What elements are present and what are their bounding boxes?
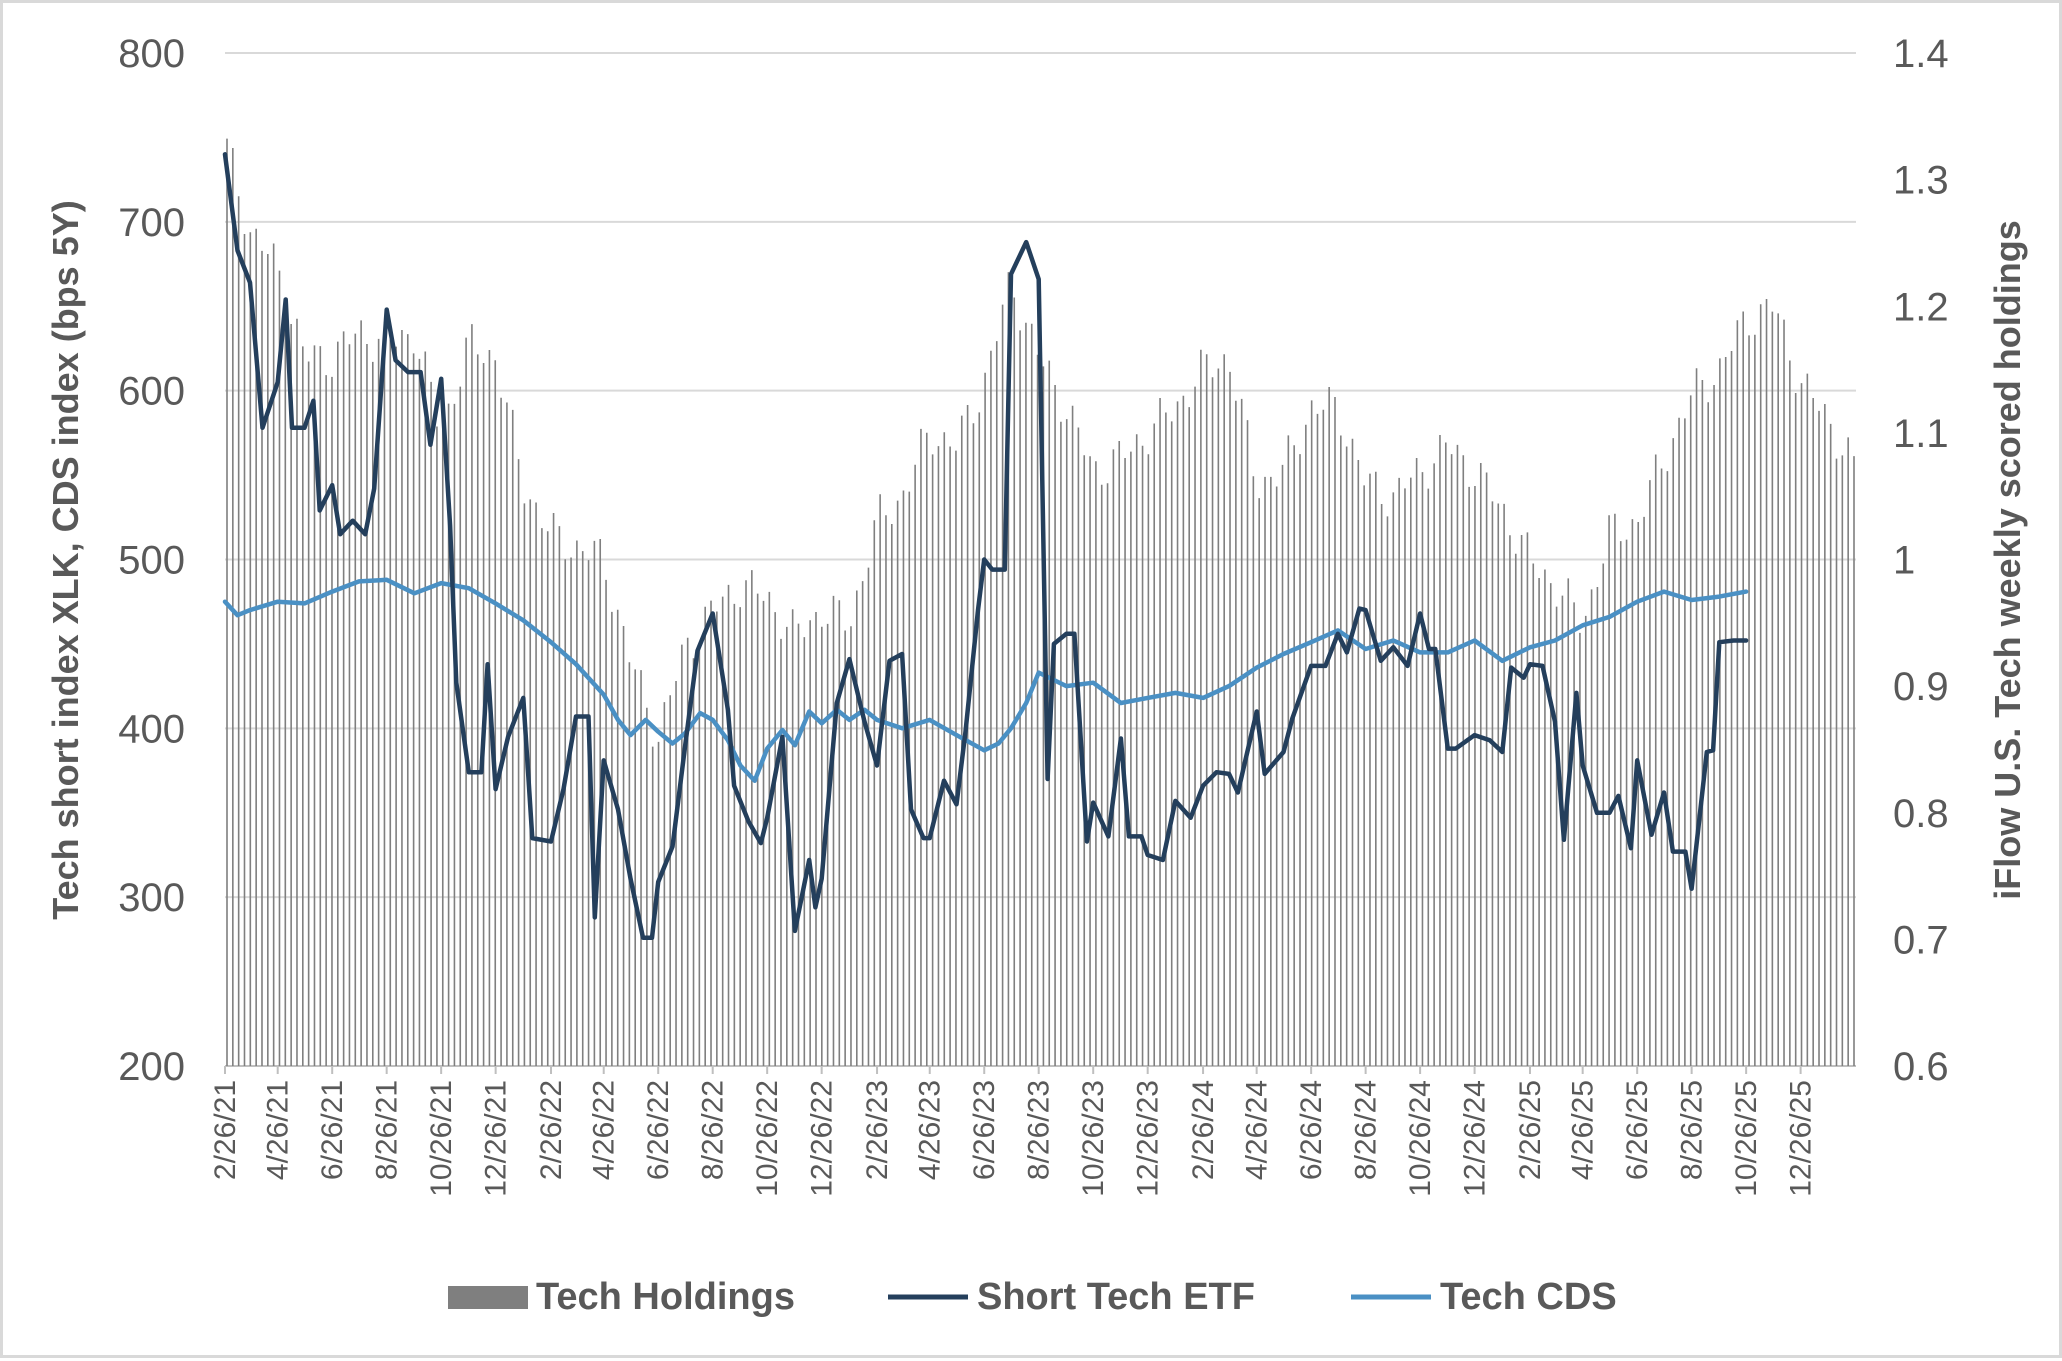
x-tick-label: 4/26/25 — [1567, 1080, 1600, 1180]
x-tick-label: 8/26/23 — [1023, 1080, 1056, 1180]
right-tick-label: 0.9 — [1893, 665, 1949, 709]
right-tick-label: 1.4 — [1893, 32, 1949, 76]
left-tick-label: 700 — [118, 201, 185, 245]
left-tick-label: 600 — [118, 370, 185, 414]
x-tick-label: 12/26/22 — [806, 1080, 839, 1197]
x-tick-label: 4/26/24 — [1241, 1080, 1274, 1180]
x-tick-label: 10/26/22 — [751, 1080, 784, 1197]
x-tick-label: 8/26/22 — [697, 1080, 730, 1180]
right-tick-label: 1.1 — [1893, 412, 1949, 456]
right-tick-label: 1.2 — [1893, 285, 1949, 329]
chart-svg: 800 700 600 500 400 300 200 1.4 1.3 1.2 1.1 1 0.9 0.… — [45, 32, 2028, 1318]
x-tick-label: 2/26/22 — [535, 1080, 568, 1180]
x-tick-label: 8/26/25 — [1676, 1080, 1709, 1180]
legend-label-tech-cds: Tech CDS — [1440, 1276, 1617, 1318]
left-tick-label: 500 — [118, 539, 185, 583]
x-tick-label: 8/26/21 — [371, 1080, 404, 1180]
x-tick-label: 6/26/24 — [1295, 1080, 1328, 1180]
right-tick-label: 1.3 — [1893, 159, 1949, 203]
right-tick-label: 0.7 — [1893, 918, 1949, 962]
short-tech-etf-line — [222, 152, 1749, 940]
x-tick-label: 10/26/24 — [1404, 1080, 1437, 1197]
series-lines — [222, 152, 1749, 940]
x-tick-label: 12/26/23 — [1132, 1080, 1165, 1197]
legend-label-short-tech-etf: Short Tech ETF — [977, 1276, 1255, 1318]
left-axis-title: Tech short index XLK, CDS index (bps 5Y) — [45, 200, 86, 919]
left-axis-ticks: 800 700 600 500 400 300 200 — [118, 32, 185, 1089]
right-tick-label: 0.6 — [1893, 1045, 1949, 1089]
right-axis-ticks: 1.4 1.3 1.2 1.1 1 0.9 0.8 0.7 0.6 — [1893, 32, 1949, 1089]
right-tick-label: 1 — [1893, 539, 1915, 583]
right-tick-label: 0.8 — [1893, 792, 1949, 836]
x-tick-label: 12/26/24 — [1459, 1080, 1492, 1197]
x-tick-label: 6/26/25 — [1621, 1080, 1654, 1180]
x-tick-label: 2/26/21 — [209, 1080, 242, 1180]
right-axis-title: iFlow U.S. Tech weekly scored holdings — [1987, 220, 2028, 899]
left-tick-label: 800 — [118, 32, 185, 76]
x-tick-label: 12/26/21 — [480, 1080, 513, 1197]
x-tick-label: 6/26/21 — [316, 1080, 349, 1180]
left-tick-label: 200 — [118, 1045, 185, 1089]
x-tick-label: 12/26/25 — [1785, 1080, 1818, 1197]
x-axis-ticks: 2/26/21 4/26/21 6/26/21 8/26/21 10/26/21 12/2… — [209, 1066, 1818, 1197]
x-tick-label: 4/26/22 — [588, 1080, 621, 1180]
x-tick-label: 6/26/23 — [968, 1080, 1001, 1180]
x-tick-label: 4/26/21 — [262, 1080, 295, 1180]
left-tick-label: 300 — [118, 876, 185, 920]
x-tick-label: 10/26/21 — [425, 1080, 458, 1197]
legend-swatch-tech-holdings — [448, 1286, 528, 1309]
left-tick-label: 400 — [118, 707, 185, 751]
x-tick-label: 4/26/23 — [914, 1080, 947, 1180]
x-tick-label: 2/26/23 — [861, 1080, 894, 1180]
x-tick-label: 10/26/25 — [1730, 1080, 1763, 1197]
x-tick-label: 10/26/23 — [1077, 1080, 1110, 1197]
x-tick-label: 8/26/24 — [1350, 1080, 1383, 1180]
legend-label-tech-holdings: Tech Holdings — [536, 1276, 795, 1318]
gridlines — [225, 52, 1856, 1067]
x-tick-label: 6/26/22 — [642, 1080, 675, 1180]
x-tick-label: 2/26/25 — [1514, 1080, 1547, 1180]
legend: Tech Holdings Short Tech ETF Tech CDS — [448, 1276, 1617, 1318]
x-tick-label: 2/26/24 — [1187, 1080, 1220, 1180]
